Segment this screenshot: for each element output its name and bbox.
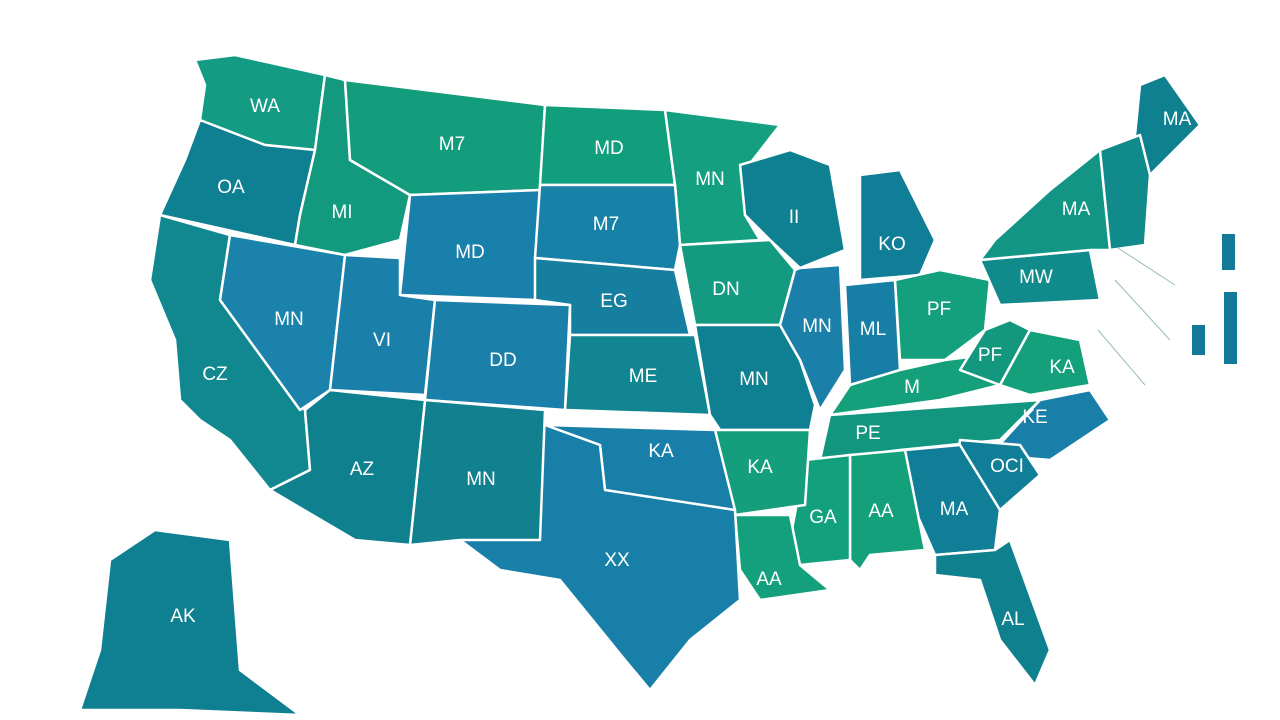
- state-label: KE: [1022, 407, 1047, 428]
- state-label: AL: [1001, 609, 1024, 630]
- side-bars: [1097, 234, 1237, 386]
- state-label: PF: [927, 299, 951, 320]
- state-label: PE: [855, 423, 880, 444]
- state-label: GA: [809, 507, 837, 528]
- state-shape: [533, 183, 682, 272]
- state-label: OCI: [990, 456, 1024, 477]
- state-shape: [858, 168, 937, 282]
- state-shape: [268, 388, 427, 547]
- state-label: CZ: [202, 364, 228, 385]
- state-label: AA: [756, 569, 782, 590]
- state-label: MN: [274, 309, 304, 330]
- state-label: ML: [860, 319, 886, 340]
- state-label: VI: [373, 330, 391, 351]
- state-label: WA: [250, 96, 280, 117]
- state-shape: [778, 263, 847, 412]
- state-shape: [733, 513, 832, 602]
- state-label: KA: [648, 441, 674, 462]
- state-label: MD: [594, 138, 624, 159]
- state-label: MD: [455, 242, 485, 263]
- leader-line: [1117, 247, 1176, 286]
- state-label: MN: [739, 369, 769, 390]
- state-shape: [933, 538, 1052, 687]
- state-label: II: [789, 207, 800, 228]
- state-label: DD: [489, 350, 516, 371]
- state-label: ME: [629, 366, 658, 387]
- state-label: M7: [593, 214, 619, 235]
- state-label: MN: [466, 469, 496, 490]
- state-shape: [978, 148, 1112, 262]
- leader-line: [1114, 279, 1171, 341]
- state-shape: [738, 148, 847, 270]
- state-label: MN: [695, 169, 725, 190]
- state-shape: [998, 328, 1092, 397]
- state-label: MA: [1062, 199, 1091, 220]
- state-label: MI: [331, 202, 352, 223]
- side-bar: [1224, 292, 1237, 364]
- leader-line: [1097, 329, 1146, 386]
- side-bar: [1192, 325, 1205, 355]
- state-label: MA: [1163, 109, 1192, 130]
- state-label: PF: [978, 345, 1002, 366]
- state-label: AZ: [350, 459, 375, 480]
- state-label: MW: [1019, 267, 1053, 288]
- side-bar: [1222, 234, 1235, 270]
- state-label: KA: [747, 457, 773, 478]
- state-label: DN: [712, 279, 739, 300]
- state-label: KA: [1049, 357, 1075, 378]
- state-label: AK: [170, 606, 196, 627]
- state-shape: [1133, 73, 1202, 177]
- state-label: XX: [604, 550, 630, 571]
- state-labels: WA OA CZ MN MI M7 MD MN MD M7 EG VI DD ME DN MN II KO MN ML…: [170, 96, 1191, 630]
- state-label: M: [904, 377, 920, 398]
- new-england-shape: [1098, 133, 1152, 252]
- state-shape: [78, 528, 302, 717]
- state-label: KO: [878, 234, 905, 255]
- state-label: MN: [802, 316, 832, 337]
- state-label: EG: [600, 291, 627, 312]
- state-shapes: [78, 53, 1202, 717]
- state-label: M7: [439, 134, 465, 155]
- state-label: AA: [868, 501, 894, 522]
- state-label: MA: [940, 499, 969, 520]
- state-label: OA: [217, 177, 245, 198]
